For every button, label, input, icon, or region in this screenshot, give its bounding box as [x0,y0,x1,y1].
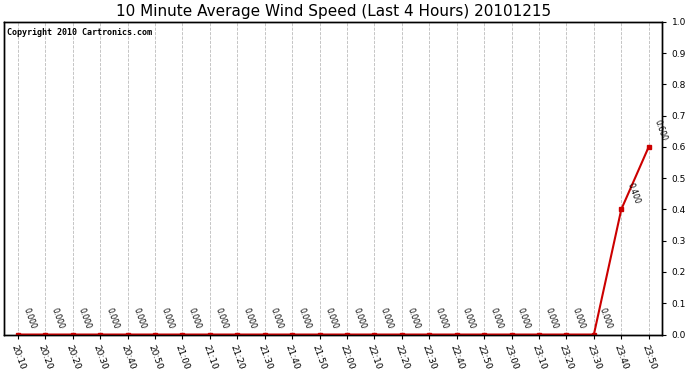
Text: 0.000: 0.000 [461,307,477,330]
Text: 0.000: 0.000 [515,307,532,330]
Text: 0.000: 0.000 [543,307,559,330]
Text: 0.000: 0.000 [159,307,175,330]
Text: 0.000: 0.000 [77,307,93,330]
Text: 0.000: 0.000 [351,307,367,330]
Text: 0.000: 0.000 [22,307,38,330]
Text: 0.000: 0.000 [296,307,313,330]
Text: 0.000: 0.000 [598,307,614,330]
Text: 0.000: 0.000 [214,307,230,330]
Text: 0.000: 0.000 [241,307,257,330]
Text: Copyright 2010 Cartronics.com: Copyright 2010 Cartronics.com [8,28,152,37]
Text: 0.000: 0.000 [186,307,203,330]
Text: 0.000: 0.000 [433,307,449,330]
Text: 0.000: 0.000 [406,307,422,330]
Text: 0.000: 0.000 [379,307,395,330]
Text: 0.000: 0.000 [269,307,285,330]
Text: 0.000: 0.000 [50,307,66,330]
Title: 10 Minute Average Wind Speed (Last 4 Hours) 20101215: 10 Minute Average Wind Speed (Last 4 Hou… [116,4,551,19]
Text: 0.000: 0.000 [571,307,586,330]
Text: 0.000: 0.000 [132,307,148,330]
Text: 0.000: 0.000 [104,307,120,330]
Text: 0.000: 0.000 [489,307,504,330]
Text: 0.600: 0.600 [653,119,669,142]
Text: 0.400: 0.400 [625,182,642,205]
Text: 0.000: 0.000 [324,307,339,330]
